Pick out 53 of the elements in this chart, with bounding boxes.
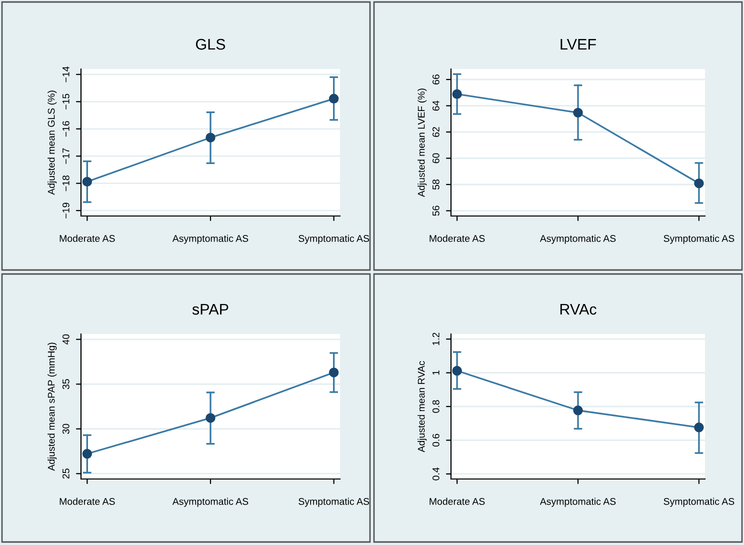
y-tick-label: 0.4 <box>432 467 440 480</box>
y-tick-label: 58 <box>432 180 440 190</box>
y-tick-label: 64 <box>432 100 440 111</box>
point <box>694 178 704 188</box>
y-tick-label: 60 <box>432 153 440 164</box>
point <box>573 406 583 416</box>
y-axis-title: Adjusted mean RVAc <box>418 360 427 452</box>
point <box>573 108 583 118</box>
point <box>328 368 339 378</box>
y-tick-label: −16 <box>62 121 70 137</box>
y-tick-label: −14 <box>62 66 70 82</box>
chart-title: sPAP <box>192 304 228 315</box>
point <box>82 176 92 187</box>
point <box>206 132 216 142</box>
x-tick-label: Asymptomatic AS <box>540 234 616 244</box>
x-tick-label: Moderate AS <box>60 234 115 242</box>
y-tick-label: 66 <box>432 74 440 84</box>
chart-title: RVAc <box>560 304 596 315</box>
point <box>694 422 704 432</box>
chart-title: LVEF <box>560 39 596 50</box>
x-tick-label: Symptomatic AS <box>664 234 734 244</box>
y-axis-title: Adjusted mean GLS (%) <box>48 90 57 195</box>
y-tick-label: 1 <box>432 370 440 375</box>
x-tick-label: Asymptomatic AS <box>172 234 248 244</box>
y-axis-title: Adjusted mean sPAP (mmHg) <box>48 342 57 471</box>
x-tick-label: Asymptomatic AS <box>172 498 248 507</box>
chart-title: GLS <box>196 38 226 50</box>
x-tick-label: Moderate AS <box>430 498 485 505</box>
x-tick-label: Symptomatic AS <box>298 498 370 507</box>
x-tick-label: Symptomatic AS <box>664 498 734 507</box>
y-tick-label: 0.8 <box>432 400 440 413</box>
x-tick-label: Symptomatic AS <box>298 234 370 244</box>
y-tick-label: −18 <box>62 176 70 192</box>
x-tick-label: Moderate AS <box>60 498 115 505</box>
y-tick-label: 62 <box>432 127 440 137</box>
y-tick-label: 35 <box>62 379 70 390</box>
y-tick-label: 30 <box>62 424 70 434</box>
y-tick-label: −17 <box>62 148 70 164</box>
y-axis-title: Adjusted mean LVEF (%) <box>418 88 427 197</box>
y-tick-label: 56 <box>432 206 440 216</box>
y-tick-label: 40 <box>62 334 70 345</box>
y-tick-label: 0.6 <box>432 434 440 447</box>
y-tick-label: −15 <box>62 94 70 110</box>
point <box>452 89 462 99</box>
point <box>82 448 92 459</box>
x-tick-label: Moderate AS <box>430 234 485 242</box>
point <box>206 413 216 423</box>
y-tick-label: 1.2 <box>432 332 440 346</box>
x-tick-label: Asymptomatic AS <box>540 498 616 507</box>
point <box>328 94 339 104</box>
y-tick-label: 25 <box>62 468 70 479</box>
y-tick-label: −19 <box>62 202 70 218</box>
point <box>452 366 462 376</box>
